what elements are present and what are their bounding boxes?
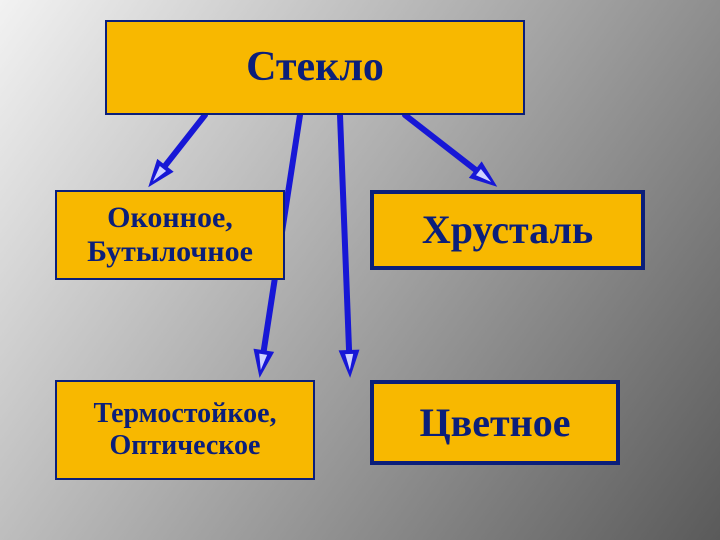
child-node-crystal: Хрусталь — [370, 190, 645, 270]
arrow-head-3 — [340, 351, 358, 375]
arrow-head-0 — [150, 161, 172, 185]
root-node: Стекло — [105, 20, 525, 115]
child-label: Цветное — [420, 400, 571, 446]
arrow-head-inner-2 — [259, 354, 267, 370]
arrow-head-inner-1 — [476, 169, 491, 182]
arrow-head-inner-0 — [153, 166, 166, 181]
child-label: Термостойкое, Оптическое — [93, 398, 276, 462]
arrow-head-inner-3 — [345, 354, 353, 370]
child-node-window-bottle: Оконное, Бутылочное — [55, 190, 285, 280]
child-node-colored: Цветное — [370, 380, 620, 465]
arrow-line-0 — [159, 115, 205, 174]
child-label: Оконное, Бутылочное — [87, 201, 253, 270]
child-node-thermo-optical: Термостойкое, Оптическое — [55, 380, 315, 480]
arrow-line-1 — [405, 115, 484, 176]
arrow-head-2 — [255, 350, 273, 375]
child-label: Хрусталь — [422, 207, 593, 253]
arrow-line-3 — [340, 115, 349, 361]
arrow-head-1 — [471, 163, 495, 185]
diagram-stage: Стекло Оконное, Бутылочное Хрусталь Термос… — [0, 0, 720, 540]
root-label: Стекло — [246, 43, 384, 91]
